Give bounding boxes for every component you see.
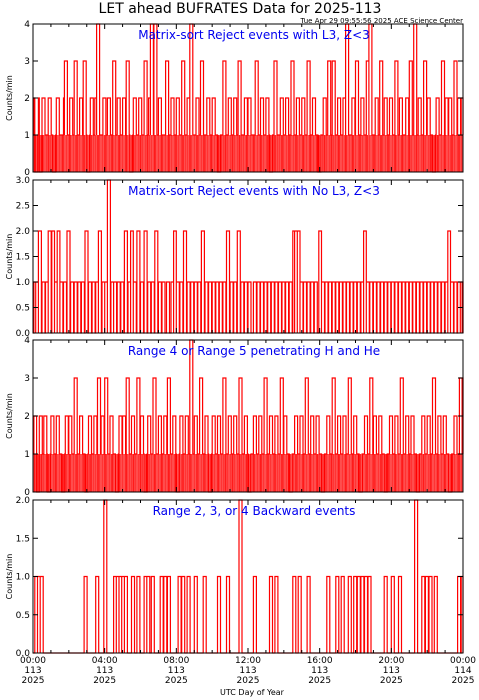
y-tick-label: 1 <box>24 131 30 141</box>
y-tick-label: 1.5 <box>16 253 30 263</box>
panel-title: Matrix-sort Reject events with L3, Z<3 <box>138 28 370 42</box>
y-tick-label: 2 <box>24 94 30 104</box>
x-tick-year: 2025 <box>165 676 188 686</box>
y-axis-label: Counts/min <box>5 75 14 121</box>
panel-3: Range 4 or Range 5 penetrating H and He 0… <box>5 336 464 498</box>
x-tick-time: 16:00 <box>307 656 333 666</box>
y-tick-label: 2 <box>24 412 30 422</box>
panel-title: Matrix-sort Reject events with No L3, Z<… <box>128 184 380 198</box>
y-axis-label: Counts/min <box>5 393 14 439</box>
x-axis-label: UTC Day of Year <box>220 688 285 697</box>
y-tick-label: 0 <box>24 168 30 178</box>
x-tick-year: 2025 <box>22 676 45 686</box>
x-tick-year: 2025 <box>237 676 260 686</box>
y-tick-label: 2.0 <box>16 496 31 506</box>
y-tick-label: 1.0 <box>16 573 31 583</box>
y-tick-label: 1 <box>24 450 30 460</box>
series-dense-band <box>32 135 463 172</box>
x-tick-doy: 114 <box>454 666 471 676</box>
x-tick-time: 00:00 <box>20 656 46 666</box>
y-tick-label: 2.5 <box>16 202 30 212</box>
x-tick-doy: 113 <box>383 666 400 676</box>
y-axis-label: Counts/min <box>5 554 14 600</box>
series-line <box>33 339 464 493</box>
x-tick-doy: 113 <box>239 666 256 676</box>
panel-4: Range 2, 3, or 4 Backward events 0.0 0.5 1.… <box>5 496 464 659</box>
x-tick-time: 12:00 <box>235 656 261 666</box>
x-tick-time: 04:00 <box>92 656 118 666</box>
y-tick-label: 2.0 <box>16 227 31 237</box>
y-tick-label: 0 <box>24 488 30 498</box>
y-tick-label: 0.0 <box>16 649 31 659</box>
y-tick-label: 1.0 <box>16 278 31 288</box>
y-tick-label: 3 <box>24 374 30 384</box>
panel-2: Matrix-sort Reject events with No L3, Z<… <box>5 176 464 339</box>
x-tick-time: 00:00 <box>450 656 476 666</box>
x-tick-doy: 113 <box>311 666 328 676</box>
generation-timestamp: Tue Apr 29 09:55:56 2025 ACE Science Cen… <box>300 17 464 25</box>
y-tick-label: 0.5 <box>16 611 30 621</box>
x-tick-time: 20:00 <box>378 656 404 666</box>
figure-title: LET ahead BUFRATES Data for 2025-113 <box>99 1 382 17</box>
panel-1: Matrix-sort Reject events with L3, Z<3 0 1… <box>5 20 464 178</box>
x-tick-doy: 113 <box>24 666 41 676</box>
y-tick-label: 3 <box>24 57 30 67</box>
panel-title: Range 2, 3, or 4 Backward events <box>153 504 356 518</box>
series-line <box>33 179 464 334</box>
y-axis-label: Counts/min <box>5 234 14 280</box>
y-tick-label: 3.0 <box>16 176 31 186</box>
x-tick-doy: 113 <box>96 666 113 676</box>
y-tick-label: 4 <box>24 336 30 346</box>
y-tick-label: 1.5 <box>16 534 30 544</box>
x-tick-year: 2025 <box>93 676 116 686</box>
series-line <box>33 499 464 654</box>
y-tick-label: 0.5 <box>16 304 30 314</box>
x-tick-year: 2025 <box>380 676 403 686</box>
panel-title: Range 4 or Range 5 penetrating H and He <box>128 344 380 358</box>
x-tick-time: 08:00 <box>163 656 189 666</box>
series-line <box>33 23 464 173</box>
x-tick-year: 2025 <box>308 676 331 686</box>
x-tick-doy: 113 <box>168 666 185 676</box>
x-tick-year: 2025 <box>452 676 475 686</box>
y-tick-label: 4 <box>24 20 30 30</box>
y-tick-label: 0.0 <box>16 329 31 339</box>
